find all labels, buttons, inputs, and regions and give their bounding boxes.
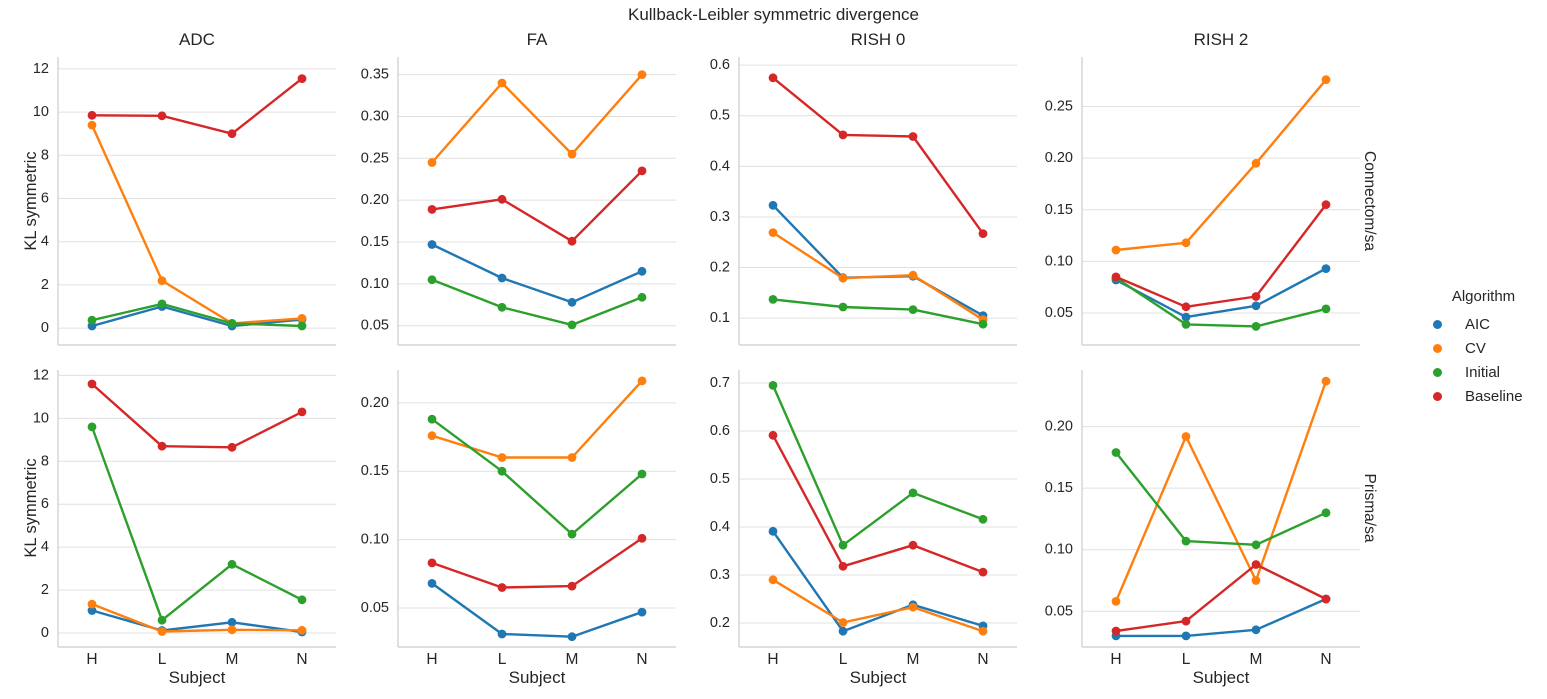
svg-text:6: 6 (41, 496, 49, 512)
svg-text:M: M (226, 651, 239, 668)
svg-text:N: N (977, 651, 988, 668)
subplot-title-rish0: RISH 0 (850, 30, 906, 49)
svg-text:0.20: 0.20 (1045, 150, 1073, 166)
svg-text:0.4: 0.4 (710, 158, 730, 174)
legend-item-aic: AIC (1420, 312, 1547, 336)
x-axis-label-rish2: Subject (1192, 668, 1250, 687)
svg-text:0.05: 0.05 (361, 318, 389, 334)
subplot-title-adc: ADC (179, 30, 215, 49)
svg-text:L: L (158, 651, 167, 668)
subplot-prisma-fa: 0.05 0.10 0.15 0.20 H L M N (361, 370, 676, 668)
legend-label-cv: CV (1465, 339, 1486, 357)
aic-marker-icon (1433, 319, 1442, 329)
svg-text:H: H (426, 651, 437, 668)
svg-text:0.5: 0.5 (710, 108, 730, 124)
legend-item-initial: Initial (1420, 360, 1547, 384)
svg-text:10: 10 (33, 410, 49, 426)
svg-text:0.15: 0.15 (1045, 480, 1073, 496)
svg-text:4: 4 (41, 234, 49, 250)
svg-text:0.05: 0.05 (1045, 603, 1073, 619)
x-axis-label-fa: Subject (508, 668, 566, 687)
svg-text:0.10: 0.10 (1045, 253, 1073, 269)
svg-text:0: 0 (41, 320, 49, 336)
svg-text:0: 0 (41, 625, 49, 641)
svg-text:0.10: 0.10 (1045, 542, 1073, 558)
svg-text:12: 12 (33, 367, 49, 383)
subplot-prisma-adc: 0 2 4 6 8 10 12 H L M N (33, 367, 336, 668)
legend-item-cv: CV (1420, 336, 1547, 360)
subplot-connectom-rish0: 0.1 0.2 0.3 0.4 0.5 0.6 (710, 57, 1017, 346)
initial-marker-icon (1433, 367, 1442, 377)
cv-marker-icon (1433, 343, 1442, 353)
subplot-connectom-adc: 0 2 4 6 8 10 12 (33, 57, 336, 346)
svg-text:4: 4 (41, 539, 49, 555)
legend-label-initial: Initial (1465, 363, 1501, 381)
subplot-prisma-rish2: 0.05 0.10 0.15 0.20 H L M N (1045, 370, 1360, 668)
svg-text:0.25: 0.25 (1045, 99, 1073, 115)
legend-item-baseline: Baseline (1420, 384, 1547, 408)
x-axis-label-adc: Subject (168, 668, 226, 687)
svg-text:0.05: 0.05 (361, 600, 389, 616)
subplot-title-fa: FA (526, 30, 548, 49)
svg-text:0.2: 0.2 (710, 615, 730, 631)
svg-text:0.7: 0.7 (710, 375, 730, 391)
svg-text:0.2: 0.2 (710, 260, 730, 276)
svg-text:0.30: 0.30 (361, 108, 389, 124)
svg-text:N: N (636, 651, 647, 668)
svg-text:H: H (767, 651, 778, 668)
svg-text:M: M (1250, 651, 1263, 668)
svg-text:2: 2 (41, 582, 49, 598)
svg-text:2: 2 (41, 277, 49, 293)
svg-text:L: L (498, 651, 507, 668)
svg-text:0.20: 0.20 (361, 395, 389, 411)
svg-text:N: N (1320, 651, 1331, 668)
legend-title: Algorithm (1451, 288, 1516, 305)
legend: Algorithm AIC CV Initial Baseline (1420, 288, 1547, 408)
svg-text:0.6: 0.6 (710, 57, 730, 73)
legend-label-baseline: Baseline (1465, 387, 1523, 405)
svg-text:0.35: 0.35 (361, 67, 389, 83)
svg-text:M: M (907, 651, 920, 668)
subplot-connectom-fa: 0.05 0.10 0.15 0.20 0.25 0.30 0.35 (361, 57, 676, 346)
svg-text:12: 12 (33, 61, 49, 77)
svg-text:0.10: 0.10 (361, 276, 389, 292)
legend-label-aic: AIC (1465, 315, 1491, 333)
svg-text:H: H (86, 651, 97, 668)
svg-text:M: M (566, 651, 579, 668)
svg-text:6: 6 (41, 191, 49, 207)
subplot-connectom-rish2: 0.05 0.10 0.15 0.20 0.25 (1045, 57, 1360, 346)
subplot-title-rish2: RISH 2 (1193, 30, 1249, 49)
svg-text:0.15: 0.15 (361, 463, 389, 479)
svg-text:0.5: 0.5 (710, 471, 730, 487)
svg-text:0.10: 0.10 (361, 532, 389, 548)
svg-text:0.3: 0.3 (710, 209, 730, 225)
svg-text:L: L (1182, 651, 1191, 668)
svg-text:8: 8 (41, 147, 49, 163)
subplot-prisma-rish0: 0.2 0.3 0.4 0.5 0.6 0.7 H L M N (710, 370, 1017, 668)
figure-title: Kullback-Leibler symmetric divergence (627, 5, 919, 24)
svg-text:0.15: 0.15 (1045, 202, 1073, 218)
x-axis-label-rish0: Subject (849, 668, 907, 687)
svg-text:0.1: 0.1 (710, 310, 730, 326)
svg-text:8: 8 (41, 453, 49, 469)
svg-text:0.6: 0.6 (710, 423, 730, 439)
svg-text:N: N (296, 651, 307, 668)
svg-text:0.4: 0.4 (710, 519, 730, 535)
svg-text:0.20: 0.20 (361, 192, 389, 208)
baseline-marker-icon (1433, 391, 1442, 401)
svg-text:0.25: 0.25 (361, 150, 389, 166)
svg-text:10: 10 (33, 104, 49, 120)
svg-text:0.15: 0.15 (361, 234, 389, 250)
svg-text:L: L (839, 651, 848, 668)
svg-text:0.20: 0.20 (1045, 419, 1073, 435)
svg-text:H: H (1110, 651, 1121, 668)
svg-text:0.3: 0.3 (710, 567, 730, 583)
svg-text:0.05: 0.05 (1045, 305, 1073, 321)
